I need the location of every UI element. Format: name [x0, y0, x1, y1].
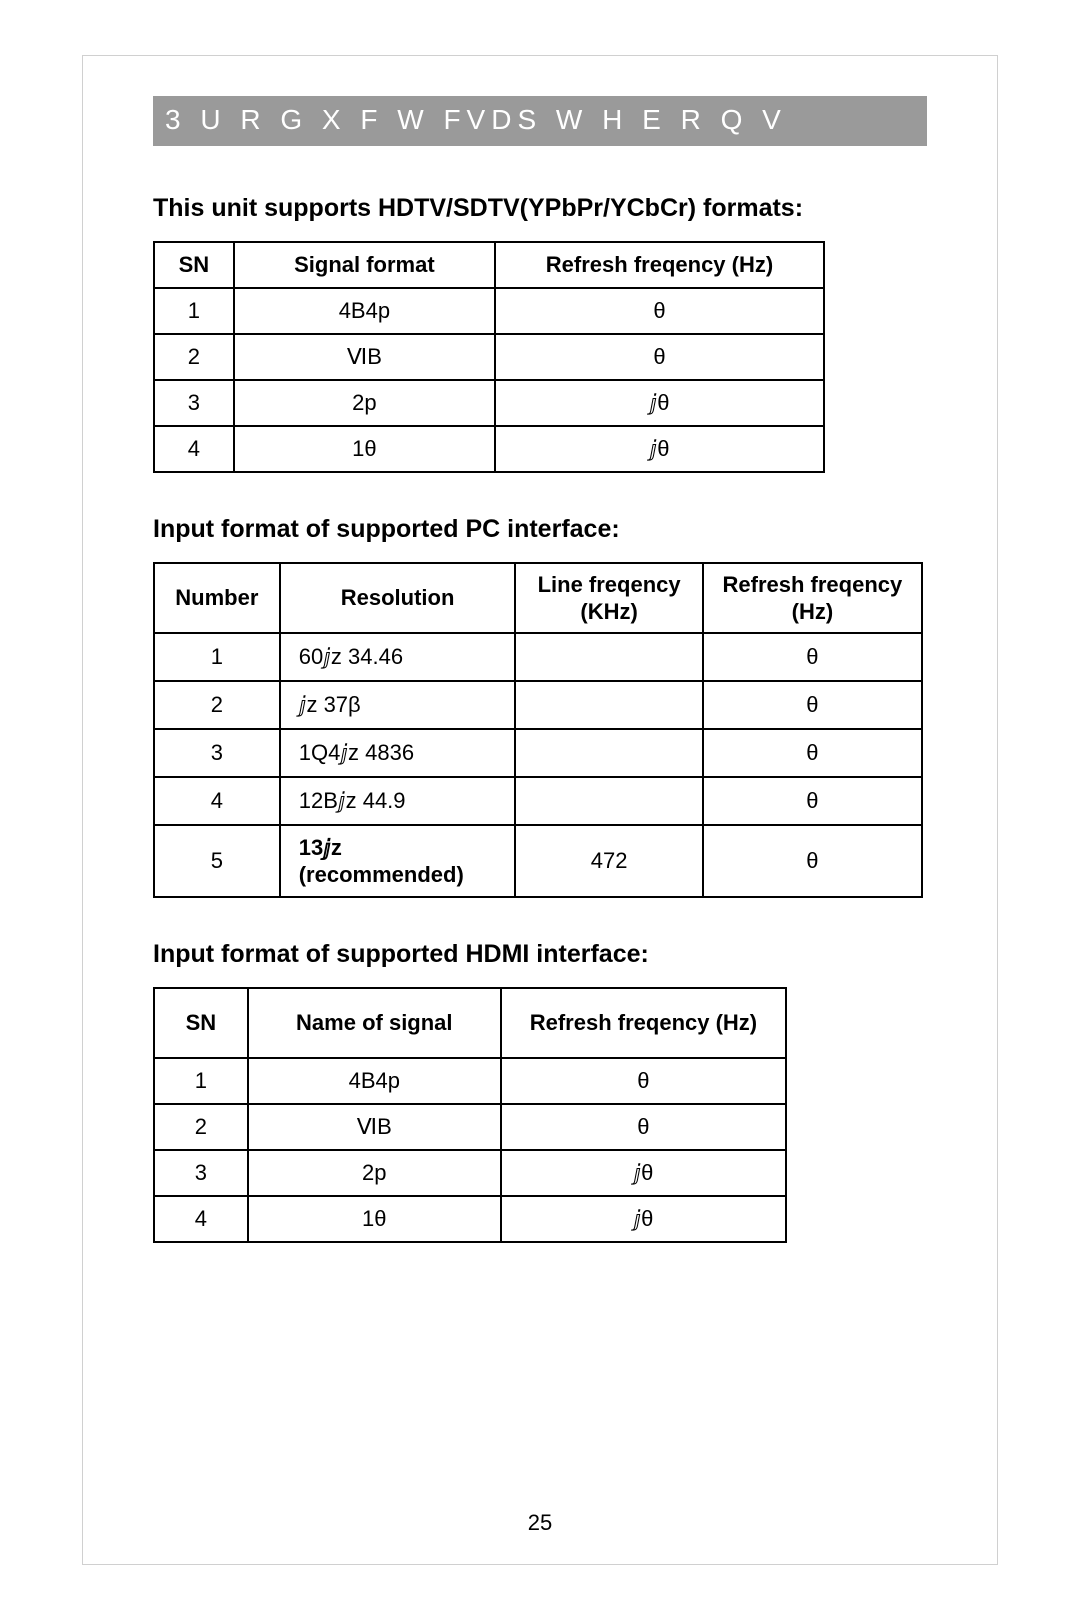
table-row: 3 2p ⅉθ: [154, 380, 824, 426]
t2-cell: θ: [703, 777, 922, 825]
t2-cell: 5: [154, 825, 280, 897]
table-row: 4 1θ ⅉθ: [154, 426, 824, 472]
t2-cell: 3: [154, 729, 280, 777]
t1-header-sn: SN: [154, 242, 234, 288]
table-row: 3 2p ⅉθ: [154, 1150, 786, 1196]
t2-cell: [515, 777, 702, 825]
t3-cell: ⅥB: [248, 1104, 501, 1150]
t2-header-line-freq: Line freqency (KHz): [515, 563, 702, 633]
t1-header-signal: Signal format: [234, 242, 495, 288]
t3-cell: 1: [154, 1058, 248, 1104]
t3-cell: 2p: [248, 1150, 501, 1196]
t2-cell: ⅉz 37β: [280, 681, 516, 729]
t3-cell: 3: [154, 1150, 248, 1196]
table-row: 4 12Bⅉz 44.9 θ: [154, 777, 922, 825]
t3-cell: 4: [154, 1196, 248, 1242]
t1-cell: ⅉθ: [495, 426, 824, 472]
table-row: 2 ⅉz 37β θ: [154, 681, 922, 729]
table-row: 1 60ⅉz 34.46 θ: [154, 633, 922, 681]
t3-header-refresh: Refresh freqency (Hz): [501, 988, 786, 1058]
section-banner: 3 U R G X F W FVDS W H E R Q V: [153, 96, 927, 146]
t1-header-refresh: Refresh freqency (Hz): [495, 242, 824, 288]
t2-cell: 1Q4ⅉz 4836: [280, 729, 516, 777]
t2-cell: θ: [703, 633, 922, 681]
section2-title: Input format of supported PC interface:: [153, 515, 927, 544]
t3-cell: 2: [154, 1104, 248, 1150]
table-row: 2 ⅥB θ: [154, 1104, 786, 1150]
table-hdtv-sdtv: SN Signal format Refresh freqency (Hz) 1…: [153, 241, 825, 473]
t3-cell: 1θ: [248, 1196, 501, 1242]
table-pc-interface: Number Resolution Line freqency (KHz) Re…: [153, 562, 923, 898]
t2-cell: 12Bⅉz 44.9: [280, 777, 516, 825]
t2-cell: 472: [515, 825, 702, 897]
t2-cell: 4: [154, 777, 280, 825]
t3-cell: ⅉθ: [501, 1196, 786, 1242]
t1-cell: 4: [154, 426, 234, 472]
table-hdmi-interface: SN Name of signal Refresh freqency (Hz) …: [153, 987, 787, 1243]
table-row: 1 4B4p θ: [154, 288, 824, 334]
t2-cell: [515, 681, 702, 729]
t3-cell: ⅉθ: [501, 1150, 786, 1196]
table-row: 1 4B4p θ: [154, 1058, 786, 1104]
table-row: 3 1Q4ⅉz 4836 θ: [154, 729, 922, 777]
t1-cell: θ: [495, 288, 824, 334]
t1-cell: ⅉθ: [495, 380, 824, 426]
t1-cell: 1θ: [234, 426, 495, 472]
t2-cell: 60ⅉz 34.46: [280, 633, 516, 681]
t1-cell: 2: [154, 334, 234, 380]
page-number: 25: [83, 1510, 997, 1536]
t2-cell: θ: [703, 681, 922, 729]
section3-title: Input format of supported HDMI interface…: [153, 940, 927, 969]
t2-cell: [515, 633, 702, 681]
t1-cell: 2p: [234, 380, 495, 426]
t3-header-name: Name of signal: [248, 988, 501, 1058]
t2-cell: 1: [154, 633, 280, 681]
t1-cell: 1: [154, 288, 234, 334]
t3-cell: θ: [501, 1058, 786, 1104]
t2-cell: 2: [154, 681, 280, 729]
section1-title: This unit supports HDTV/SDTV(YPbPr/YCbCr…: [153, 194, 927, 223]
t2-cell: 13ⅉz (recommended): [280, 825, 516, 897]
t3-cell: θ: [501, 1104, 786, 1150]
t1-cell: ⅥB: [234, 334, 495, 380]
t2-cell: θ: [703, 729, 922, 777]
t3-cell: 4B4p: [248, 1058, 501, 1104]
t2-cell: [515, 729, 702, 777]
t1-cell: 3: [154, 380, 234, 426]
t2-header-number: Number: [154, 563, 280, 633]
t1-cell: θ: [495, 334, 824, 380]
t2-header-resolution: Resolution: [280, 563, 516, 633]
table-row: 5 13ⅉz (recommended) 472 θ: [154, 825, 922, 897]
table-row: 4 1θ ⅉθ: [154, 1196, 786, 1242]
t3-header-sn: SN: [154, 988, 248, 1058]
table-row: 2 ⅥB θ: [154, 334, 824, 380]
page-container: 3 U R G X F W FVDS W H E R Q V This unit…: [82, 55, 998, 1565]
t2-header-refresh: Refresh freqency (Hz): [703, 563, 922, 633]
t1-cell: 4B4p: [234, 288, 495, 334]
t2-cell: θ: [703, 825, 922, 897]
